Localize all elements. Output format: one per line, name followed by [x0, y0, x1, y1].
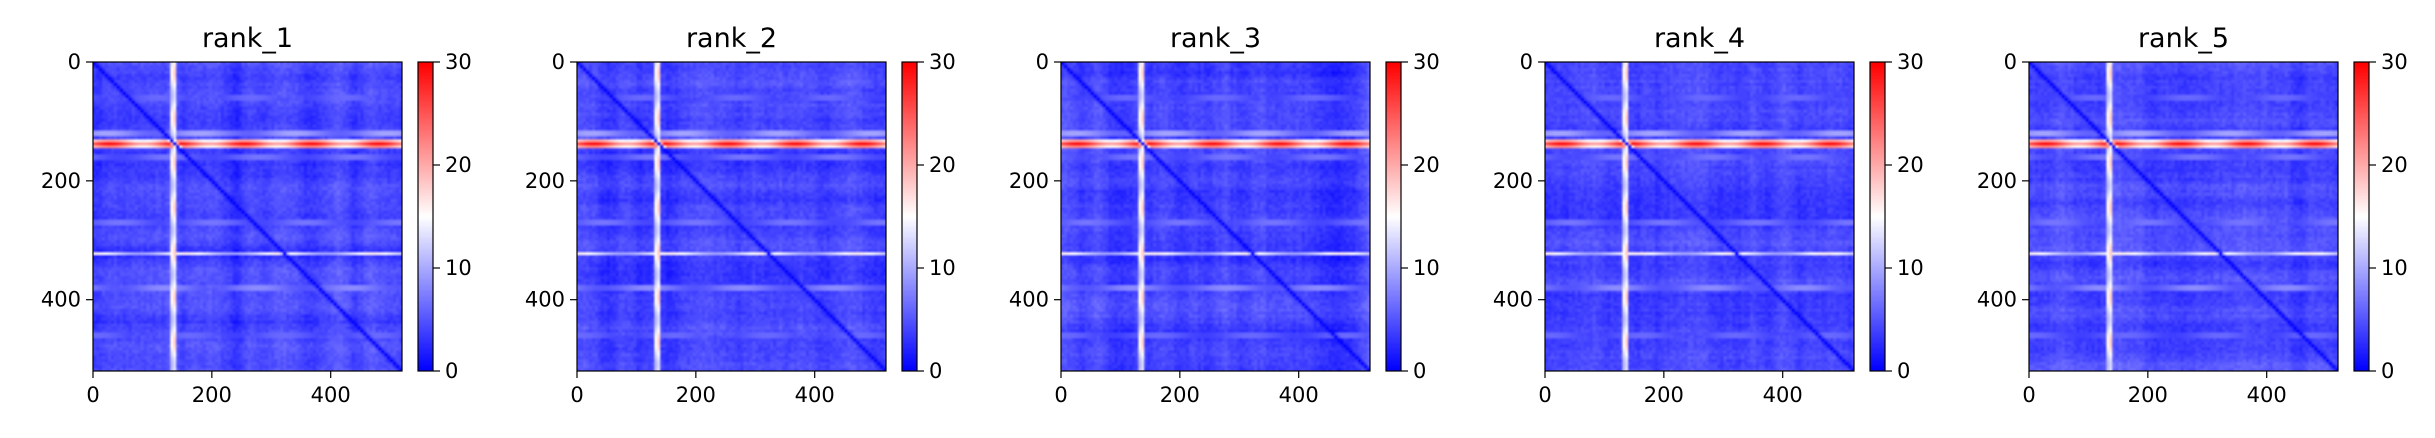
heatmap-panel-4: rank_4 0 200 400 0 200 400 0 10 20 30 [1493, 23, 1924, 407]
panel-title: rank_4 [1654, 23, 1745, 54]
y-tick-label: 200 [1493, 169, 1533, 193]
y-tick-label: 200 [1009, 169, 1049, 193]
colorbar-gradient [418, 62, 433, 371]
x-tick-label: 400 [1279, 383, 1319, 407]
colorbar-tick-label: 30 [929, 50, 956, 74]
colorbar-tick-label: 0 [1897, 359, 1910, 383]
colorbar-gradient [1386, 62, 1401, 371]
colorbar-tick-label: 10 [1897, 256, 1924, 280]
colorbar-frame [417, 61, 434, 372]
x-tick-label: 0 [1538, 383, 1551, 407]
colorbar-tick-label: 10 [445, 256, 472, 280]
colorbar-tick-label: 10 [2381, 256, 2408, 280]
x-tick-label: 400 [795, 383, 835, 407]
x-tick-label: 400 [2247, 383, 2287, 407]
heatmap-panel-3: rank_3 0 200 400 0 200 400 0 10 20 30 [1009, 23, 1440, 407]
x-tick-label: 0 [1054, 383, 1067, 407]
y-tick-label: 0 [552, 50, 565, 74]
y-tick-label: 0 [1520, 50, 1533, 74]
colorbar-frame [1385, 61, 1402, 372]
y-tick-label: 0 [1036, 50, 1049, 74]
colorbar-tick-label: 30 [445, 50, 472, 74]
colorbar: 0 10 20 30 [2353, 50, 2408, 383]
axes-frame [2028, 61, 2339, 372]
colorbar-tick-label: 0 [2381, 359, 2394, 383]
y-tick-label: 400 [1009, 288, 1049, 312]
colorbar-tick-label: 30 [2381, 50, 2408, 74]
heatmap-panel-1: rank_1 0 200 400 0 200 400 0 10 20 30 [41, 23, 472, 407]
y-tick-label: 200 [41, 169, 81, 193]
y-tick-label: 200 [1977, 169, 2017, 193]
heatmap-image [577, 62, 886, 371]
heatmap-image [1061, 62, 1370, 371]
heatmap-panel-5: rank_5 0 200 400 0 200 400 0 10 20 30 [1977, 23, 2408, 407]
heatmap-panel-2: rank_2 0 200 400 0 200 400 0 10 20 30 [525, 23, 956, 407]
colorbar: 0 10 20 30 [417, 50, 472, 383]
x-tick-label: 0 [2022, 383, 2035, 407]
colorbar-gradient [1870, 62, 1885, 371]
axes-frame [576, 61, 887, 372]
panel-title: rank_1 [202, 23, 293, 54]
colorbar-tick-label: 30 [1413, 50, 1440, 74]
x-tick-label: 400 [1763, 383, 1803, 407]
heatmap-image [2029, 62, 2338, 371]
colorbar-tick-label: 0 [445, 359, 458, 383]
colorbar: 0 10 20 30 [1385, 50, 1440, 383]
colorbar-tick-label: 20 [1413, 153, 1440, 177]
colorbar-frame [2353, 61, 2370, 372]
heatmap-image [1545, 62, 1854, 371]
x-tick-label: 200 [192, 383, 232, 407]
x-tick-label: 200 [2128, 383, 2168, 407]
y-tick-label: 0 [2004, 50, 2017, 74]
colorbar-tick-label: 0 [929, 359, 942, 383]
colorbar-tick-label: 20 [445, 153, 472, 177]
panel-title: rank_5 [2138, 23, 2229, 54]
x-tick-label: 0 [86, 383, 99, 407]
panel-title: rank_2 [686, 23, 777, 54]
y-tick-label: 400 [525, 288, 565, 312]
x-tick-label: 200 [1644, 383, 1684, 407]
heatmap-image [93, 62, 402, 371]
colorbar-tick-label: 20 [2381, 153, 2408, 177]
colorbar: 0 10 20 30 [901, 50, 956, 383]
y-tick-label: 0 [68, 50, 81, 74]
y-tick-label: 400 [41, 288, 81, 312]
colorbar: 0 10 20 30 [1869, 50, 1924, 383]
colorbar-tick-label: 30 [1897, 50, 1924, 74]
colorbar-tick-label: 20 [929, 153, 956, 177]
colorbar-tick-label: 20 [1897, 153, 1924, 177]
x-tick-label: 200 [1160, 383, 1200, 407]
colorbar-tick-label: 0 [1413, 359, 1426, 383]
colorbar-gradient [2354, 62, 2369, 371]
x-tick-label: 200 [676, 383, 716, 407]
axes-frame [1544, 61, 1855, 372]
panel-title: rank_3 [1170, 23, 1261, 54]
colorbar-frame [901, 61, 918, 372]
axes-frame [1060, 61, 1371, 372]
y-tick-label: 400 [1493, 288, 1533, 312]
colorbar-tick-label: 10 [1413, 256, 1440, 280]
y-tick-label: 200 [525, 169, 565, 193]
x-tick-label: 0 [570, 383, 583, 407]
colorbar-frame [1869, 61, 1886, 372]
x-tick-label: 400 [311, 383, 351, 407]
colorbar-gradient [902, 62, 917, 371]
colorbar-tick-label: 10 [929, 256, 956, 280]
axes-frame [92, 61, 403, 372]
y-tick-label: 400 [1977, 288, 2017, 312]
